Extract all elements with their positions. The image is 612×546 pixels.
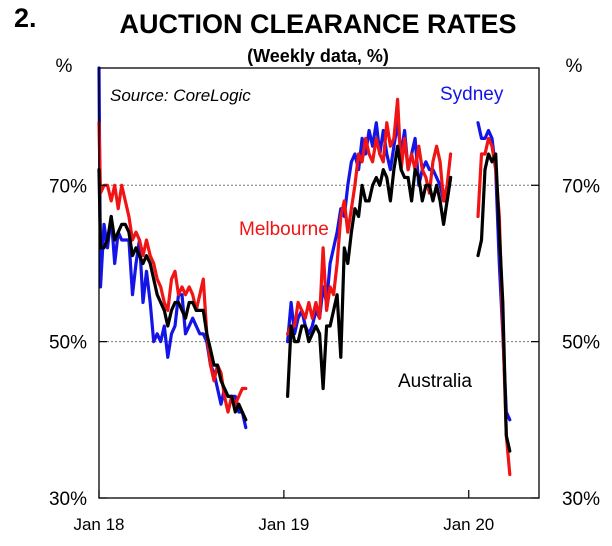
axis-ticks [98,184,539,499]
y-tick-label-left-30: 30% [49,489,87,510]
y-tick-label-right-50: 50% [562,333,600,354]
y-unit-left: % [56,56,73,77]
chart-subtitle: (Weekly data, %) [247,46,389,66]
series-label-sydney: Sydney [440,84,504,105]
series-line-sydney-segment-1 [97,66,248,430]
y-unit-right: % [566,56,583,77]
plot-area [98,67,540,499]
y-tick-label-right-70: 70% [562,176,600,197]
y-tick-label-right-30: 30% [562,489,600,510]
y-axis-labels: 30% 30% 50% 50% 70% 70% [49,176,600,510]
series-line-australia-segment-2 [286,144,453,398]
y-tick-label-left-50: 50% [49,333,87,354]
x-tick-label-3: Jan 20 [443,515,494,534]
x-tick-label-2: Jan 19 [258,515,309,534]
series-label-melbourne: Melbourne [239,219,329,240]
chart-title: AUCTION CLEARANCE RATES [120,9,517,39]
x-axis-labels: Jan 18 Jan 19 Jan 20 [73,515,494,534]
series-line-australia-segment-3 [476,152,512,453]
series-label-australia: Australia [398,371,472,392]
series-line-australia-segment-1 [97,168,248,422]
figure-number: 2. [14,3,37,33]
y-tick-label-left-70: 70% [49,176,87,197]
x-tick-label-1: Jan 18 [73,515,124,534]
series-line-melbourne-segment-2 [286,97,453,336]
series-lines [97,66,512,477]
source-note: Source: CoreLogic [110,86,251,105]
series-line-melbourne-segment-1 [97,121,248,414]
